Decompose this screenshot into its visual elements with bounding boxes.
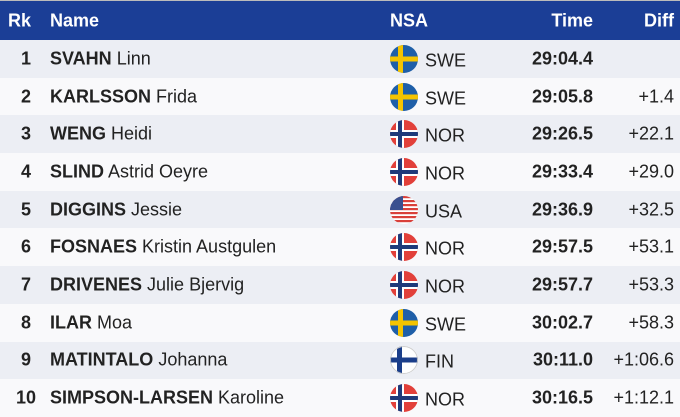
table-row[interactable]: 2 KARLSSON Frida SWE 29:05.8 +1.4	[0, 77, 680, 116]
nsa-code: NOR	[425, 238, 465, 259]
athlete-surname: DIGGINS	[50, 199, 127, 220]
athlete-name[interactable]: SIMPSON-LARSEN Karoline	[50, 388, 284, 409]
diff: +1:12.1	[613, 387, 674, 408]
diff: +22.1	[628, 123, 674, 144]
athlete-surname: WENG	[50, 123, 106, 144]
nsa-code: NOR	[425, 389, 465, 410]
athlete-name[interactable]: ILAR Moa	[50, 312, 132, 333]
athlete-surname: KARLSSON	[50, 86, 152, 107]
sweden-flag-icon	[390, 44, 418, 73]
athlete-name[interactable]: SLIND Astrid Oeyre	[50, 161, 208, 182]
athlete-surname: DRIVENES	[50, 274, 143, 295]
norway-flag-icon	[390, 233, 418, 262]
diff: +53.1	[628, 236, 674, 257]
time: 30:11.0	[532, 349, 593, 370]
nsa-code: SWE	[425, 314, 467, 335]
athlete-firstname: Moa	[97, 312, 133, 333]
nsa-code: FIN	[425, 351, 454, 372]
athlete-firstname: Karoline	[218, 387, 285, 408]
athlete-surname: SLIND	[50, 161, 104, 182]
norway-flag-icon	[390, 120, 418, 149]
rank: 3	[20, 123, 31, 144]
rank: 5	[20, 199, 31, 220]
table-row[interactable]: 8 ILAR Moa SWE 30:02.7 +58.3	[0, 303, 680, 342]
rank: 10	[15, 387, 37, 408]
table-row[interactable]: 6 FOSNAES Kristin Austgulen NOR 29:57.5 +53.…	[0, 228, 680, 267]
time: 29:57.7	[531, 274, 593, 295]
athlete-surname: FOSNAES	[50, 236, 138, 257]
diff: +29.0	[628, 161, 674, 182]
rank: 6	[20, 236, 31, 257]
time: 30:02.7	[531, 312, 593, 333]
table-row[interactable]: 10 SIMPSON-LARSEN Karoline NOR 30:16.5 +1:12…	[0, 379, 680, 417]
results-header: Rk Name NSA Time Diff	[0, 0, 680, 40]
diff: +58.3	[628, 312, 674, 333]
nsa-code: NOR	[425, 163, 465, 184]
results-table: 1 SVAHN Linn SWE 29:04.4 2 KARLSSON Frida SWE 2…	[0, 40, 680, 417]
athlete-firstname: Frida	[156, 86, 198, 107]
header-name[interactable]: Name	[50, 10, 100, 30]
athlete-name[interactable]: FOSNAES Kristin Austgulen	[50, 237, 276, 258]
sweden-flag-icon	[390, 82, 418, 111]
athlete-name[interactable]: MATINTALO Johanna	[50, 350, 227, 371]
nsa-code: USA	[425, 201, 463, 222]
time: 29:57.5	[531, 236, 593, 257]
time: 29:04.4	[531, 48, 593, 69]
header-time[interactable]: Time	[551, 10, 593, 30]
table-row[interactable]: 1 SVAHN Linn SWE 29:04.4	[0, 40, 680, 78]
rank: 9	[20, 349, 31, 370]
diff: +32.5	[628, 199, 674, 220]
nsa-code: NOR	[425, 125, 465, 146]
athlete-name[interactable]: SVAHN Linn	[50, 48, 151, 69]
rank: 8	[20, 312, 31, 333]
athlete-name[interactable]: DRIVENES Julie Bjervig	[50, 274, 244, 295]
nsa-code: NOR	[425, 276, 465, 297]
time: 29:05.8	[531, 86, 593, 107]
athlete-firstname: Julie Bjervig	[147, 274, 245, 295]
rank: 4	[20, 161, 31, 182]
table-row[interactable]: 4 SLIND Astrid Oeyre NOR 29:33.4 +29.0	[0, 153, 680, 191]
diff: +1.4	[638, 86, 674, 107]
norway-flag-icon	[390, 384, 418, 413]
athlete-firstname: Johanna	[158, 349, 228, 370]
athlete-name[interactable]: KARLSSON Frida	[50, 86, 197, 107]
nsa-code: SWE	[425, 88, 467, 109]
rank: 1	[20, 48, 31, 69]
table-row[interactable]: 3 WENG Heidi NOR 29:26.5 +22.1	[0, 115, 680, 154]
diff: +1:06.6	[613, 349, 674, 370]
header-rank[interactable]: Rk	[8, 10, 32, 30]
table-row[interactable]: 7 DRIVENES Julie Bjervig NOR 29:57.7 +53.3	[0, 266, 680, 304]
nsa-code: SWE	[425, 50, 467, 71]
norway-flag-icon	[390, 270, 418, 299]
time: 29:26.5	[531, 123, 593, 144]
rank: 2	[20, 86, 31, 107]
time: 29:33.4	[531, 161, 593, 182]
usa-flag-icon	[390, 195, 418, 224]
header-diff[interactable]: Diff	[644, 10, 674, 30]
athlete-name[interactable]: DIGGINS Jessie	[50, 199, 182, 220]
athlete-firstname: Astrid Oeyre	[108, 161, 209, 182]
athlete-firstname: Heidi	[111, 123, 153, 144]
header-nsa[interactable]: NSA	[390, 10, 429, 30]
table-row[interactable]: 9 MATINTALO Johanna FIN 30:11.0 +1:06.6	[0, 341, 680, 380]
athlete-surname: ILAR	[50, 312, 92, 333]
athlete-name[interactable]: WENG Heidi	[50, 124, 152, 145]
norway-flag-icon	[390, 157, 418, 186]
athlete-firstname: Linn	[116, 48, 151, 69]
athlete-firstname: Kristin Austgulen	[142, 236, 277, 257]
table-row[interactable]: 5 DIGGINS Jessie USA 29:36.9 +32.5	[0, 190, 680, 229]
athlete-firstname: Jessie	[131, 199, 183, 220]
time: 29:36.9	[531, 199, 593, 220]
diff: +53.3	[628, 274, 674, 295]
athlete-surname: MATINTALO	[50, 349, 154, 370]
sweden-flag-icon	[390, 308, 418, 337]
athlete-surname: SVAHN	[50, 48, 112, 69]
finland-flag-icon	[390, 346, 418, 375]
rank: 7	[20, 274, 31, 295]
athlete-surname: SIMPSON-LARSEN	[50, 387, 214, 408]
time: 30:16.5	[531, 387, 593, 408]
